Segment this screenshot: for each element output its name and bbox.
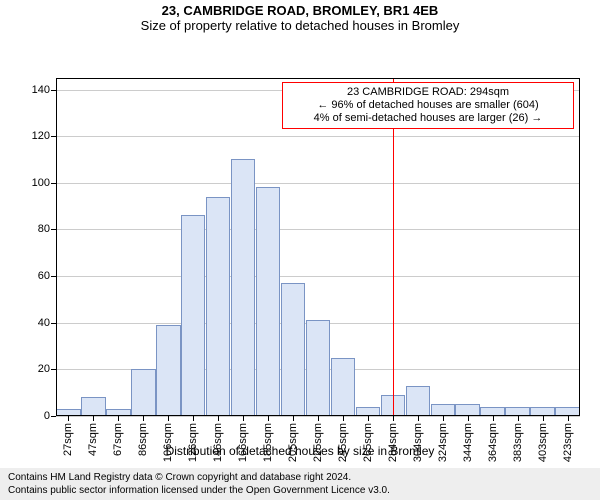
footer-line-2: Contains public sector information licen… xyxy=(8,485,592,498)
xtick-mark xyxy=(93,416,94,421)
histogram-bar xyxy=(131,369,155,416)
ytick-mark xyxy=(51,416,56,417)
xtick-mark xyxy=(243,416,244,421)
xtick-mark xyxy=(118,416,119,421)
ytick-mark xyxy=(51,276,56,277)
xtick-mark xyxy=(568,416,569,421)
ytick-label: 20 xyxy=(38,363,50,375)
annotation-line: 23 CAMBRIDGE ROAD: 294sqm xyxy=(289,86,567,99)
gridline xyxy=(56,183,580,184)
ytick-label: 100 xyxy=(32,177,50,189)
annotation-box: 23 CAMBRIDGE ROAD: 294sqm← 96% of detach… xyxy=(282,82,574,130)
histogram-bar xyxy=(555,407,579,416)
histogram-bar xyxy=(331,358,355,416)
xtick-mark xyxy=(218,416,219,421)
ytick-label: 140 xyxy=(32,84,50,96)
histogram-bar xyxy=(406,386,430,416)
ytick-mark xyxy=(51,183,56,184)
ytick-label: 80 xyxy=(38,223,50,235)
xtick-mark xyxy=(493,416,494,421)
histogram-bar xyxy=(256,187,280,415)
chart-title-main: 23, CAMBRIDGE ROAD, BROMLEY, BR1 4EB xyxy=(0,4,600,19)
ytick-label: 40 xyxy=(38,317,50,329)
ytick-label: 60 xyxy=(38,270,50,282)
histogram-bar xyxy=(231,159,255,415)
histogram-bar xyxy=(106,409,130,416)
ytick-label: 120 xyxy=(32,130,50,142)
footer: Contains HM Land Registry data © Crown c… xyxy=(0,468,600,500)
xtick-mark xyxy=(393,416,394,421)
xtick-mark xyxy=(168,416,169,421)
histogram-bar xyxy=(156,325,180,416)
histogram-bar xyxy=(356,407,380,416)
histogram-bar xyxy=(505,407,529,416)
xtick-mark xyxy=(68,416,69,421)
ytick-mark xyxy=(51,323,56,324)
xtick-mark xyxy=(418,416,419,421)
ytick-mark xyxy=(51,229,56,230)
histogram-bar xyxy=(431,404,455,416)
gridline xyxy=(56,136,580,137)
xtick-mark xyxy=(543,416,544,421)
gridline xyxy=(56,229,580,230)
x-axis-title: Distribution of detached houses by size … xyxy=(0,444,600,458)
ytick-mark xyxy=(51,369,56,370)
xtick-mark xyxy=(268,416,269,421)
xtick-mark xyxy=(343,416,344,421)
xtick-mark xyxy=(518,416,519,421)
histogram-bar xyxy=(306,320,330,416)
annotation-line: ← 96% of detached houses are smaller (60… xyxy=(289,99,567,112)
histogram-bar xyxy=(181,215,205,415)
xtick-mark xyxy=(293,416,294,421)
xtick-mark xyxy=(193,416,194,421)
xtick-mark xyxy=(443,416,444,421)
histogram-bar xyxy=(480,407,504,416)
annotation-line: 4% of semi-detached houses are larger (2… xyxy=(289,112,567,125)
histogram-bar xyxy=(455,404,479,416)
histogram-bar xyxy=(206,197,230,416)
footer-line-1: Contains HM Land Registry data © Crown c… xyxy=(8,472,592,485)
ytick-label: 0 xyxy=(44,410,50,422)
chart-title-sub: Size of property relative to detached ho… xyxy=(0,19,600,34)
xtick-mark xyxy=(468,416,469,421)
histogram-bar xyxy=(56,409,80,416)
xtick-mark xyxy=(368,416,369,421)
ytick-mark xyxy=(51,90,56,91)
ytick-mark xyxy=(51,136,56,137)
xtick-mark xyxy=(318,416,319,421)
histogram-bar xyxy=(530,407,554,416)
xtick-mark xyxy=(143,416,144,421)
histogram-bar xyxy=(281,283,305,416)
plot-area: 02040608010012014027sqm47sqm67sqm86sqm10… xyxy=(56,78,580,416)
gridline xyxy=(56,276,580,277)
histogram-bar xyxy=(81,397,105,416)
